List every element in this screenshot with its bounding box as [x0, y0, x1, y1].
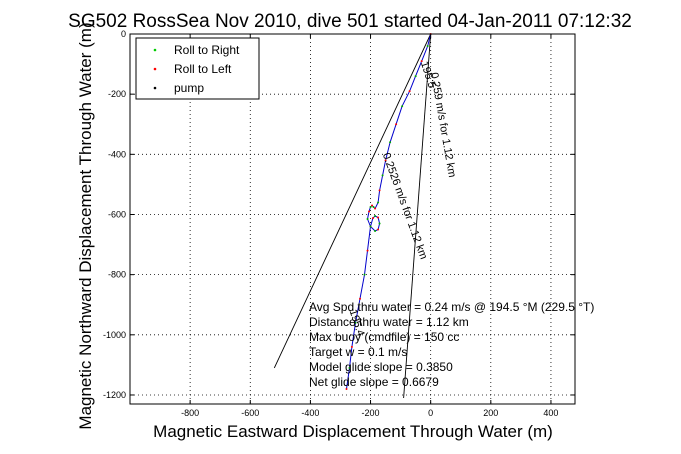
trajectory-point: [378, 189, 381, 192]
trajectory-point: [371, 217, 374, 220]
trajectory-point: [426, 45, 429, 48]
trajectory-point: [359, 297, 362, 300]
trajectory-point: [366, 249, 369, 252]
stat-line: Max buoy (cmdfile) = 150 cc: [309, 330, 459, 344]
grid: [130, 33, 575, 404]
y-tick-label: -600: [108, 209, 126, 219]
trajectory-point: [374, 214, 377, 217]
x-tick-label: -400: [301, 408, 319, 418]
legend-box: [135, 37, 260, 100]
x-tick-label: 200: [483, 408, 498, 418]
trajectory-point: [371, 204, 374, 207]
y-tick-label: -200: [108, 89, 126, 99]
trajectory-point: [381, 174, 384, 177]
trajectory-point: [363, 273, 366, 276]
y-tick-label: 0: [121, 29, 126, 39]
trajectory-point: [389, 141, 392, 144]
y-axis-label: Magnetic Northward Displacement Through …: [76, 22, 95, 429]
trajectory-point: [377, 201, 380, 204]
legend-label: Roll to Left: [174, 62, 232, 76]
trajectory-point: [384, 159, 387, 162]
trajectory-point: [395, 123, 398, 126]
legend: Roll to Right Roll to Left pump: [135, 37, 260, 100]
trajectory-point: [350, 345, 353, 348]
x-tick-label: -600: [241, 408, 259, 418]
trajectory-point: [378, 222, 381, 225]
trajectory-point: [348, 366, 351, 369]
y-tick-label: -400: [108, 149, 126, 159]
trajectory-point: [368, 210, 371, 213]
stat-line: Distance thru water = 1.12 km: [309, 315, 469, 329]
x-tick-label: -200: [362, 408, 380, 418]
y-tick-label: -1000: [103, 330, 126, 340]
reference-line: [273, 33, 432, 369]
trajectory-point: [369, 205, 372, 208]
stat-line: Target w = 0.1 m/s: [309, 345, 407, 359]
chart-title: SG502 RossSea Nov 2010, dive 501 started…: [68, 11, 632, 32]
legend-label: Roll to Right: [174, 43, 240, 57]
trajectory-point: [374, 230, 377, 233]
reference-line: [403, 33, 432, 399]
trajectory-point: [369, 225, 372, 228]
reference-lines: [273, 33, 432, 399]
trajectory-point: [345, 387, 348, 390]
stat-line: Avg Spd thru water = 0.24 m/s @ 194.5 °M…: [309, 300, 594, 314]
trajectory-point: [414, 75, 417, 78]
y-tick-label: -800: [108, 270, 126, 280]
legend-label: pump: [174, 81, 204, 95]
trajectory-point: [377, 228, 380, 231]
trajectory-point: [420, 60, 423, 63]
x-axis-label: Magnetic Eastward Displacement Through W…: [153, 422, 553, 441]
trajectory-point: [408, 90, 411, 93]
trajectory-point: [374, 207, 377, 210]
x-tick-label: 400: [543, 408, 558, 418]
x-tick-label: 0: [428, 408, 433, 418]
plot-frame: [129, 33, 576, 405]
stat-line: Net glide slope = 0.6679: [309, 375, 439, 389]
trajectory-point: [401, 105, 404, 108]
trajectory-point: [377, 216, 380, 219]
trajectory-point: [366, 218, 369, 220]
stats-text: Avg Spd thru water = 0.24 m/s @ 194.5 °M…: [309, 300, 594, 389]
legend-marker: [153, 86, 157, 90]
legend-marker: [153, 67, 157, 71]
y-tick-label: -1200: [103, 390, 126, 400]
stat-line: Model glide slope = 0.3850: [309, 360, 453, 374]
trajectory-point: [372, 205, 375, 208]
legend-marker: [153, 48, 157, 52]
axis-ticks: -800 -600 -400 -200 0 200 400 0 -200 -400 -600 -800…: [103, 29, 575, 418]
x-tick-label: -800: [181, 408, 199, 418]
trajectory-point: [354, 321, 357, 324]
